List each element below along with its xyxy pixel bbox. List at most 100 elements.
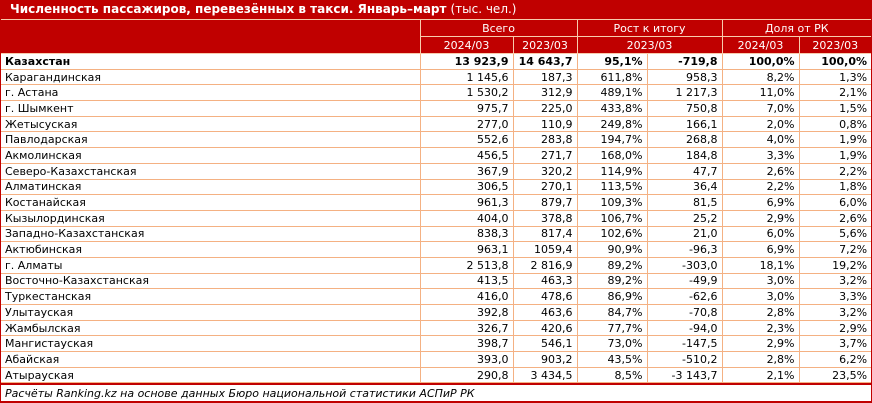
value-cell: 2,8% (721, 351, 800, 368)
title-text: Численность пассажиров, перевезённых в т… (10, 2, 447, 16)
value-cell: -70,8 (646, 304, 723, 321)
value-cell: 19,2% (798, 256, 871, 274)
source-note-text: Расчёты Ranking.kz на основе данных Бюро… (5, 386, 475, 400)
table-row: г. Астана 1 530,2 312,9 489,1% 1 217,3 1… (1, 84, 871, 102)
value-cell: 18,1% (721, 256, 800, 274)
value-cell: 1,9% (798, 147, 871, 164)
value-cell: 95,1% (576, 53, 648, 70)
value-cell: 3,2% (798, 304, 871, 321)
value-cell: 89,2% (576, 256, 648, 274)
value-cell: 838,3 (419, 225, 514, 243)
value-cell: 90,9% (576, 241, 648, 258)
value-cell: 89,2% (576, 272, 648, 290)
table-row: Северо-Казахстанская 367,9 320,2 114,9% … (1, 162, 871, 180)
value-cell: 2,2% (798, 162, 871, 180)
value-cell: 2,9% (721, 209, 800, 227)
value-cell: 8,2% (721, 68, 800, 86)
value-cell: 194,7% (576, 131, 648, 149)
region-cell: Туркестанская (1, 288, 421, 305)
value-cell: 187,3 (512, 68, 578, 86)
value-cell: 8,5% (576, 366, 648, 384)
region-cell: Кызылординская (1, 209, 421, 227)
value-cell: 2 816,9 (512, 256, 578, 274)
table-row: Карагандинская 1 145,6 187,3 611,8% 958,… (1, 68, 871, 86)
region-cell: г. Астана (1, 84, 421, 102)
subheader-growth-2023: 2023/03 (576, 36, 723, 54)
subheader-total-2024: 2024/03 (420, 36, 514, 54)
value-cell: 109,3% (576, 194, 648, 211)
value-cell: 100,0% (721, 53, 800, 70)
value-cell: 489,1% (576, 84, 648, 102)
value-cell: -510,2 (646, 351, 723, 368)
value-cell: 2,9% (798, 319, 871, 337)
value-cell: -719,8 (646, 53, 723, 70)
value-cell: 463,3 (512, 272, 578, 290)
table-row: Атырауская 290,8 3 434,5 8,5% -3 143,7 2… (1, 366, 871, 384)
region-cell: г. Алматы (1, 256, 421, 274)
value-cell: 306,5 (419, 178, 514, 196)
region-cell: Улытауская (1, 304, 421, 321)
value-cell: 367,9 (419, 162, 514, 180)
value-cell: 81,5 (646, 194, 723, 211)
value-cell: 36,4 (646, 178, 723, 196)
value-cell: 184,8 (646, 147, 723, 164)
table-body: Казахстан 13 923,9 14 643,7 95,1% -719,8… (1, 53, 871, 384)
table-row: Жетысуская 277,0 110,9 249,8% 166,1 2,0%… (1, 115, 871, 133)
value-cell: 1059,4 (512, 241, 578, 258)
title-unit: (тыс. чел.) (450, 2, 517, 16)
value-cell: 958,3 (646, 68, 723, 86)
table-header: Всего Рост к итогу Доля от РК 2024/03 20… (1, 20, 871, 54)
value-cell: 110,9 (512, 115, 578, 133)
region-cell: Павлодарская (1, 131, 421, 149)
value-cell: 3 434,5 (512, 366, 578, 384)
table-row: Улытауская 392,8 463,6 84,7% -70,8 2,8% … (1, 304, 871, 321)
value-cell: 1,8% (798, 178, 871, 196)
value-cell: 3,3% (721, 147, 800, 164)
value-cell: 5,6% (798, 225, 871, 243)
table-row: Алматинская 306,5 270,1 113,5% 36,4 2,2%… (1, 178, 871, 196)
region-cell: Абайская (1, 351, 421, 368)
value-cell: 113,5% (576, 178, 648, 196)
value-cell: 903,2 (512, 351, 578, 368)
value-cell: 290,8 (419, 366, 514, 384)
value-cell: 100,0% (798, 53, 871, 70)
value-cell: 84,7% (576, 304, 648, 321)
region-cell: Казахстан (1, 53, 421, 70)
value-cell: 478,6 (512, 288, 578, 305)
value-cell: 43,5% (576, 351, 648, 368)
value-cell: 2,0% (721, 115, 800, 133)
value-cell: 6,0% (798, 194, 871, 211)
value-cell: 0,8% (798, 115, 871, 133)
region-cell: Восточно-Казахстанская (1, 272, 421, 290)
data-table: Всего Рост к итогу Доля от РК 2024/03 20… (1, 20, 871, 384)
region-cell: г. Шымкент (1, 100, 421, 117)
value-cell: 320,2 (512, 162, 578, 180)
value-cell: 1,5% (798, 100, 871, 117)
value-cell: 404,0 (419, 209, 514, 227)
col-group-total: Всего (419, 20, 578, 37)
table-row: Западно-Казахстанская 838,3 817,4 102,6%… (1, 225, 871, 243)
value-cell: 413,5 (419, 272, 514, 290)
value-cell: 750,8 (646, 100, 723, 117)
region-cell: Мангистауская (1, 335, 421, 353)
value-cell: 25,2 (646, 209, 723, 227)
value-cell: 77,7% (576, 319, 648, 337)
value-cell: 1,3% (798, 68, 871, 86)
value-cell: 463,6 (512, 304, 578, 321)
value-cell: 392,8 (419, 304, 514, 321)
value-cell: 817,4 (512, 225, 578, 243)
value-cell: 6,9% (721, 241, 800, 258)
value-cell: 277,0 (419, 115, 514, 133)
value-cell: 3,2% (798, 272, 871, 290)
value-cell: -62,6 (646, 288, 723, 305)
value-cell: 416,0 (419, 288, 514, 305)
table-row: Абайская 393,0 903,2 43,5% -510,2 2,8% 6… (1, 351, 871, 368)
value-cell: 4,0% (721, 131, 800, 149)
region-cell: Алматинская (1, 178, 421, 196)
value-cell: 2,1% (798, 84, 871, 102)
value-cell: 271,7 (512, 147, 578, 164)
table-row: г. Шымкент 975,7 225,0 433,8% 750,8 7,0%… (1, 100, 871, 117)
value-cell: 1,9% (798, 131, 871, 149)
table-row: Жамбылская 326,7 420,6 77,7% -94,0 2,3% … (1, 319, 871, 337)
